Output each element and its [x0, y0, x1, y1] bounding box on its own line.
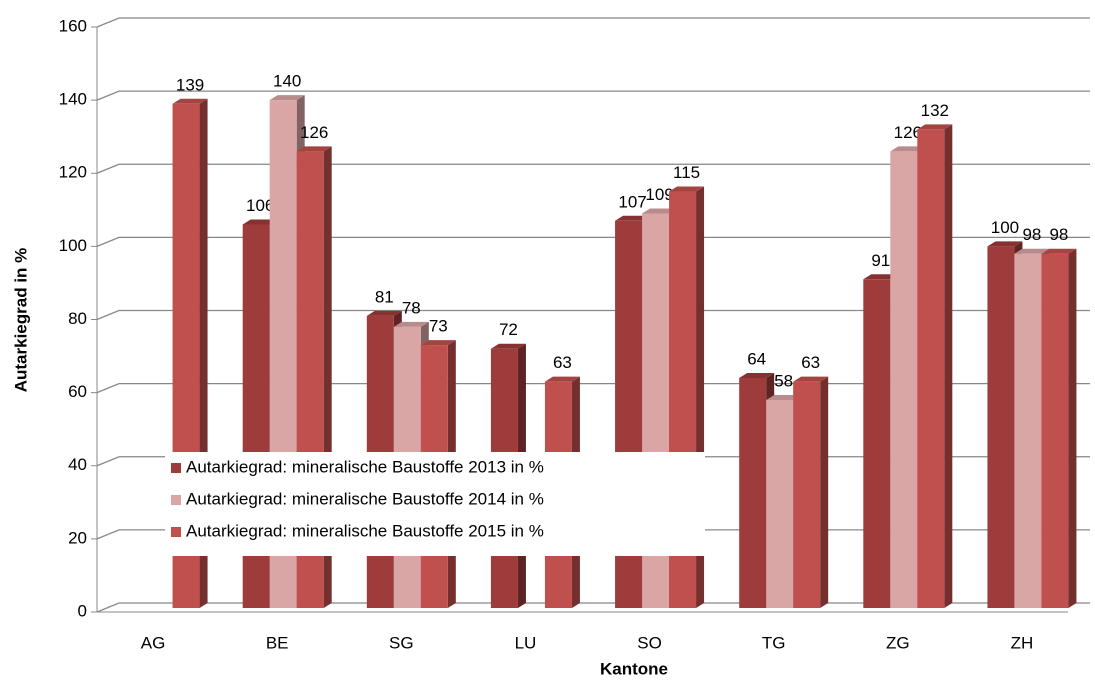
value-label: 100 [991, 218, 1019, 237]
bar [987, 246, 1015, 608]
bar-top [366, 310, 402, 316]
x-tick-label: ZG [886, 633, 910, 652]
y-tick-label: 80 [68, 309, 87, 328]
legend-swatch [171, 527, 181, 537]
value-label: 63 [553, 353, 572, 372]
x-tick-label: LU [515, 633, 537, 652]
bar-top [393, 321, 429, 327]
bar-top [242, 219, 278, 225]
bar-side [944, 124, 953, 608]
bar-top [269, 95, 305, 101]
value-label: 126 [894, 123, 922, 142]
legend-label: Autarkiegrad: mineralische Baustoffe 201… [186, 521, 544, 540]
bar-top [296, 146, 332, 152]
bar-top [669, 186, 705, 192]
value-label: 109 [645, 185, 673, 204]
bar-top [793, 376, 829, 382]
value-label: 107 [618, 192, 646, 211]
bar-top [420, 340, 456, 346]
bar-top [739, 373, 775, 378]
bar-top [1014, 248, 1050, 254]
value-label: 98 [1049, 225, 1068, 244]
bar [793, 381, 821, 608]
bar-group [793, 376, 829, 608]
y-tick-label: 20 [68, 528, 87, 547]
y-tick-label: 140 [59, 90, 87, 109]
bar-top [172, 98, 208, 104]
legend-swatch [171, 463, 181, 473]
bar-top [863, 274, 899, 280]
bar-top [1041, 248, 1077, 254]
value-label: 139 [176, 75, 204, 94]
grid-line [96, 90, 1090, 101]
value-label: 91 [871, 251, 890, 270]
y-tick-label: 160 [59, 16, 87, 35]
bar-side [820, 376, 829, 608]
x-tick-label: ZH [1011, 633, 1034, 652]
value-label: 115 [673, 163, 700, 182]
grid-line [96, 163, 1090, 174]
bar-top [917, 124, 953, 130]
value-label: 106 [246, 196, 274, 215]
bar-top [642, 208, 678, 214]
bar-top [544, 376, 580, 382]
bar-group [917, 124, 953, 608]
value-label: 58 [774, 371, 793, 390]
y-tick-label: 0 [78, 601, 87, 620]
bar-top [766, 394, 802, 400]
value-label: 81 [375, 287, 394, 306]
legend-swatch [171, 495, 181, 505]
value-label: 72 [499, 320, 518, 339]
value-label: 78 [402, 298, 421, 317]
y-tick-label: 60 [68, 382, 87, 401]
value-label: 64 [747, 349, 766, 368]
legend-label: Autarkiegrad: mineralische Baustoffe 201… [186, 489, 544, 508]
bar [890, 151, 918, 608]
value-label: 140 [273, 72, 301, 91]
bar [739, 378, 767, 608]
grid-line [96, 309, 1090, 321]
bar [863, 279, 891, 608]
bar [917, 129, 945, 608]
bar-top [615, 215, 651, 221]
bar [766, 399, 794, 608]
y-tick-label: 40 [68, 455, 87, 474]
bar-group [1041, 248, 1077, 608]
grid-line [96, 17, 1090, 28]
y-tick-label: 100 [59, 236, 87, 255]
legend-label: Autarkiegrad: mineralische Baustoffe 201… [186, 457, 544, 476]
grid-line [96, 236, 1090, 247]
legend-box [165, 452, 705, 556]
x-axis-label: Kantone [600, 659, 668, 678]
x-tick-label: AG [141, 633, 166, 652]
x-tick-label: BE [266, 633, 289, 652]
bar-top [490, 343, 526, 349]
value-label: 132 [921, 101, 949, 120]
bar-side [1068, 248, 1077, 608]
value-label: 63 [801, 353, 820, 372]
value-label: 126 [300, 123, 328, 142]
x-tick-label: SO [637, 633, 662, 652]
value-label: 98 [1022, 225, 1041, 244]
value-label: 73 [429, 317, 448, 336]
x-tick-label: TG [762, 633, 786, 652]
bar [1041, 253, 1069, 608]
bar-top [987, 241, 1023, 247]
legend: Autarkiegrad: mineralische Baustoffe 201… [165, 452, 705, 556]
y-tick-label: 120 [59, 163, 87, 182]
x-tick-label: SG [389, 633, 414, 652]
bar-top [890, 146, 926, 152]
y-axis-label: Autarkiegrad in % [11, 248, 30, 393]
bar [1014, 253, 1042, 608]
